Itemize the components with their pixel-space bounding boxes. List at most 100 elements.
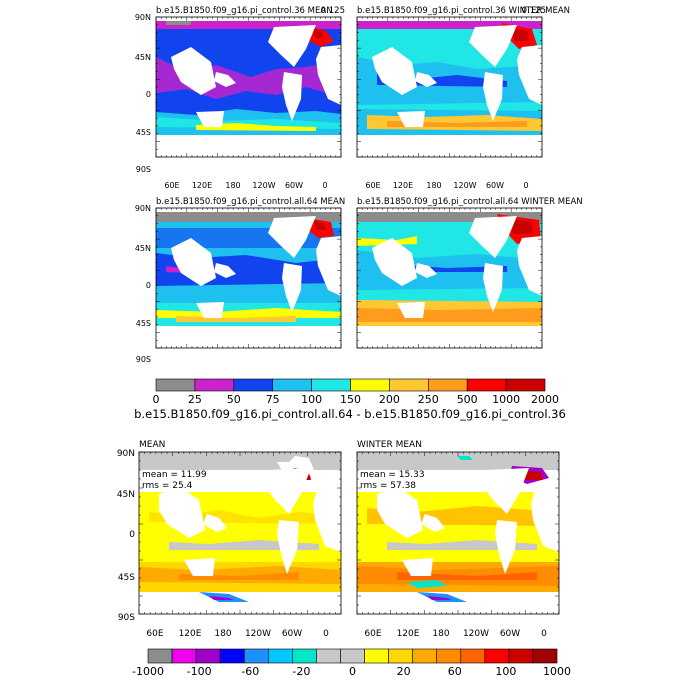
colorbar-bottom-labels: -1000 -100 -60 -20 0 20 60 100 1000 bbox=[132, 665, 571, 678]
colorbar-swatch bbox=[436, 648, 462, 664]
lon-label-120w: 120W bbox=[245, 629, 271, 639]
lon-label-120e: 120E bbox=[179, 629, 202, 639]
frame-ticks bbox=[138, 451, 342, 615]
panel-2-title: b.e15.B1850.f09_g16.pi_control.36 WINTER… bbox=[357, 6, 570, 16]
colorbar-swatch bbox=[427, 378, 468, 392]
lat-label-90s: 90S bbox=[136, 355, 151, 364]
colorbar-label: 0 bbox=[349, 665, 356, 678]
colorbar-top-labels: 0 25 50 75 100 150 200 250 500 1000 2000 bbox=[153, 393, 560, 406]
lon-label-60w: 60W bbox=[282, 629, 302, 639]
colorbar-swatch bbox=[389, 378, 429, 392]
mean-stat: mean = 11.99 bbox=[142, 470, 207, 480]
lat-labels-row1: 90N 45N 0 45S 90S bbox=[135, 13, 151, 174]
lon-label-180: 180 bbox=[432, 629, 449, 639]
panel-1-title: b.e15.B1850.f09_g16.pi_control.36 MEAN bbox=[156, 6, 333, 16]
colorbar-swatch bbox=[412, 648, 438, 664]
colorbar-label: -100 bbox=[187, 665, 212, 678]
colorbar-swatch bbox=[316, 648, 341, 664]
lat-label-45n: 45N bbox=[117, 490, 135, 500]
lon-label-0: 0 bbox=[541, 629, 547, 639]
colorbar-label: 1000 bbox=[492, 393, 520, 406]
lon-label-60e: 60E bbox=[146, 629, 163, 639]
colorbar-swatch bbox=[466, 378, 507, 392]
lon-label-0: 0 bbox=[523, 181, 528, 190]
lat-labels-row2: 90N 45N 0 45S 90S bbox=[135, 204, 151, 364]
map-field bbox=[357, 452, 559, 614]
colorbar-swatch bbox=[532, 648, 558, 664]
lat-label-0: 0 bbox=[129, 530, 135, 540]
lon-label-120e: 120E bbox=[192, 181, 212, 190]
map-field bbox=[156, 17, 341, 157]
colorbar-swatch bbox=[233, 378, 274, 392]
lon-label-60e: 60E bbox=[164, 181, 179, 190]
lon-label-120e: 120E bbox=[393, 181, 413, 190]
frame-ticks bbox=[155, 207, 342, 349]
colorbar-swatch bbox=[292, 648, 317, 664]
lon-label-120w: 120W bbox=[453, 181, 476, 190]
panel-diff-mean: mean = 11.99 rms = 25.4 bbox=[138, 451, 342, 615]
colorbar-label: 100 bbox=[301, 393, 322, 406]
colorbar-swatch bbox=[388, 648, 413, 664]
colorbar-label: 20 bbox=[397, 665, 411, 678]
map-field bbox=[357, 208, 542, 348]
colorbar-label: 500 bbox=[457, 393, 478, 406]
lon-label-60e: 60E bbox=[365, 181, 380, 190]
colorbar-top bbox=[155, 378, 546, 392]
frame-ticks bbox=[155, 16, 342, 158]
lon-label-0: 0 bbox=[323, 629, 329, 639]
colorbar-label: 1000 bbox=[543, 665, 571, 678]
lat-label-0: 0 bbox=[146, 281, 151, 290]
lon-label-180: 180 bbox=[225, 181, 240, 190]
mean-stat: mean = 15.33 bbox=[360, 470, 425, 480]
difference-title: b.e15.B1850.f09_g16.pi_control.all.64 - … bbox=[134, 407, 566, 421]
colorbar-swatch bbox=[505, 378, 546, 392]
lat-labels-row3: 90N 45N 0 45S 90S bbox=[117, 449, 135, 623]
lon-label-60w: 60W bbox=[486, 181, 504, 190]
colorbar-swatch bbox=[350, 378, 390, 392]
lon-labels-row3-left: 60E 120E 180 120W 60W 0 bbox=[146, 629, 329, 639]
lat-label-0: 0 bbox=[146, 90, 151, 99]
colorbar-swatch bbox=[311, 378, 351, 392]
lat-label-90s: 90S bbox=[118, 613, 135, 623]
lon-label-0: 0 bbox=[322, 181, 327, 190]
colorbar-label: 100 bbox=[495, 665, 516, 678]
lon-label-60e: 60E bbox=[364, 629, 381, 639]
colorbar-label: 50 bbox=[227, 393, 241, 406]
colorbar-label: 75 bbox=[266, 393, 280, 406]
lat-label-45s: 45S bbox=[136, 128, 151, 137]
lat-label-90n: 90N bbox=[135, 13, 151, 22]
lon-labels-row1-right: 60E 120E 180 120W 60W 0 bbox=[365, 181, 528, 190]
colorbar-label: 250 bbox=[418, 393, 439, 406]
lon-label-180: 180 bbox=[426, 181, 441, 190]
panel-all64-mean bbox=[155, 207, 342, 349]
lon-label-60w: 60W bbox=[285, 181, 303, 190]
panel-control36-winter bbox=[356, 16, 543, 158]
lon-label-120w: 120W bbox=[463, 629, 489, 639]
rms-stat: rms = 57.38 bbox=[360, 481, 416, 491]
colorbar-label: 60 bbox=[448, 665, 462, 678]
panel-6-title: WINTER MEAN bbox=[357, 440, 422, 450]
frame-ticks bbox=[356, 207, 543, 349]
colorbar-bottom bbox=[147, 648, 558, 664]
lat-label-45n: 45N bbox=[135, 244, 151, 253]
lon-label-60w: 60W bbox=[500, 629, 520, 639]
lat-label-90n: 90N bbox=[117, 449, 135, 459]
colorbar-label: -20 bbox=[292, 665, 310, 678]
lat-label-45s: 45S bbox=[118, 573, 135, 583]
frame-ticks bbox=[356, 451, 560, 615]
panel-all64-winter bbox=[356, 207, 543, 349]
lon-label-180: 180 bbox=[214, 629, 231, 639]
lon-labels-row1-left: 60E 120E 180 120W 60W 0 bbox=[164, 181, 327, 190]
colorbar-swatch bbox=[272, 378, 312, 392]
map-field bbox=[139, 452, 341, 614]
lon-label-120w: 120W bbox=[252, 181, 275, 190]
lat-label-45n: 45N bbox=[135, 53, 151, 62]
colorbar-swatch bbox=[243, 648, 269, 664]
panel-3-title: b.e15.B1850.f09_g16.pi_control.all.64 ME… bbox=[156, 197, 345, 207]
lat-label-90s: 90S bbox=[136, 165, 151, 174]
colorbar-swatch bbox=[267, 648, 293, 664]
colorbar-label: 0 bbox=[153, 393, 160, 406]
lat-label-90n: 90N bbox=[135, 204, 151, 213]
panel-4-title: b.e15.B1850.f09_g16.pi_control.all.64 WI… bbox=[357, 197, 583, 207]
panel-2-corner-label: 0.125 bbox=[522, 6, 546, 16]
